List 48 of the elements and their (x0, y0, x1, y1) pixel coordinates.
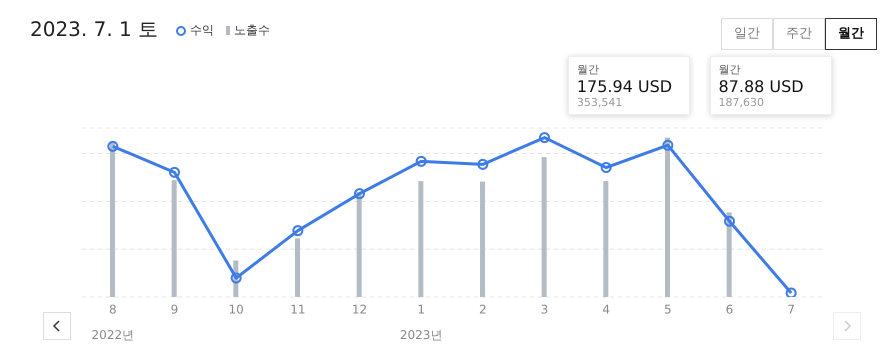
text: 주간 (773, 18, 825, 50)
text: 월간 (718, 62, 742, 77)
text: 175.94 USD (576, 77, 674, 96)
x-tick-label: 1 (417, 302, 425, 317)
bar (480, 182, 485, 297)
text: 2022년 (90, 327, 136, 344)
x-tick-label: 11 (290, 302, 306, 317)
bar (110, 141, 115, 297)
point (477, 158, 488, 170)
bar (603, 181, 608, 297)
x-tick-label: 6 (726, 302, 734, 317)
point (600, 162, 612, 174)
x-tick-label: 8 (109, 302, 117, 317)
x-tick-label: 3 (540, 302, 548, 317)
text: 월간 (576, 62, 600, 77)
x-tick-label: 7 (787, 302, 795, 317)
text: 87.88 USD (718, 77, 805, 96)
bar (295, 238, 300, 297)
bar (665, 138, 670, 297)
x-tick-label: 9 (170, 302, 178, 317)
point (230, 272, 242, 284)
x-tick-label: 4 (602, 302, 610, 317)
point (354, 188, 365, 200)
text: 187,630 (718, 96, 765, 109)
point (416, 156, 427, 167)
point (724, 216, 735, 227)
legend-label: 노출수 (233, 22, 270, 39)
point (107, 140, 118, 152)
text: 월간 (825, 18, 877, 50)
x-tick-label: 2 (479, 302, 487, 317)
bar (726, 212, 732, 297)
text: 353,541 (576, 96, 624, 109)
chart-title: 2023. 7. 1 토 (30, 16, 158, 43)
x-tick-label: 12 (352, 302, 368, 317)
bar (542, 157, 547, 297)
legend-label: 수익 (189, 22, 214, 39)
point (786, 288, 797, 297)
text: 일간 (721, 18, 773, 50)
bar (418, 181, 424, 297)
point (539, 132, 550, 144)
x-tick-label: 10 (228, 302, 244, 317)
point (662, 140, 674, 151)
text: 2023년 (398, 327, 444, 344)
x-tick-label: 5 (664, 302, 672, 317)
bar (356, 192, 362, 297)
point (169, 166, 180, 178)
point (292, 225, 304, 236)
bar (172, 180, 177, 297)
